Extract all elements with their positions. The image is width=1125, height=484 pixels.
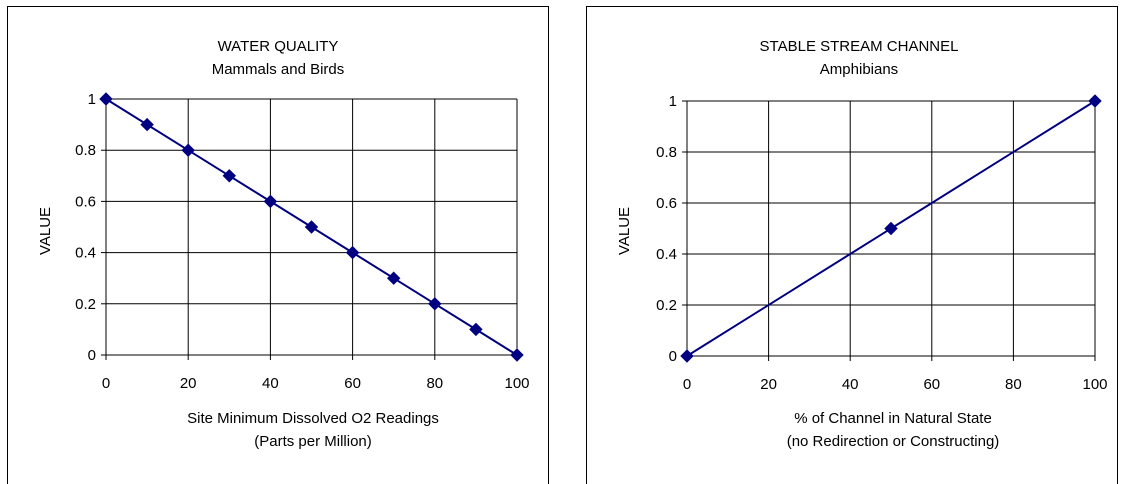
data-point-marker — [181, 143, 195, 157]
data-point-marker — [304, 220, 319, 234]
x-tick-label: 0 — [102, 375, 110, 392]
y-tick-label: 1 — [88, 91, 96, 108]
y-tick-label: 0.6 — [75, 193, 96, 210]
x-axis-label-units: (no Redirection or Constructing) — [787, 433, 1000, 450]
data-point-marker — [386, 271, 401, 285]
gridlines — [101, 98, 518, 360]
y-tick-label: 1 — [669, 93, 677, 110]
chart-subtitle: Amphibians — [820, 61, 898, 78]
data-point-marker — [263, 194, 278, 209]
data-point-marker — [884, 221, 898, 236]
x-tick-label: 40 — [842, 376, 859, 393]
x-tick-label: 80 — [426, 375, 443, 392]
data-point-marker — [1088, 94, 1102, 108]
data-point-marker — [428, 297, 442, 311]
y-tick-label: 0 — [88, 347, 96, 364]
x-tick-label: 100 — [1082, 376, 1107, 393]
y-tick-label: 0.6 — [656, 195, 677, 212]
y-axis-label: VALUE — [37, 207, 54, 255]
y-tick-label: 0.4 — [75, 245, 96, 262]
x-tick-label: 80 — [1005, 376, 1022, 393]
data-point-marker — [99, 92, 113, 106]
y-tick-label: 0.8 — [75, 142, 96, 159]
y-tick-label: 0.2 — [656, 297, 677, 314]
y-tick-label: 0 — [669, 348, 677, 365]
water-quality-chart: WATER QUALITY Mammals and Birds VALUE Si… — [7, 6, 549, 484]
data-point-marker — [680, 349, 694, 363]
x-tick-label: 40 — [262, 375, 279, 392]
y-tick-label: 0.2 — [75, 296, 96, 313]
x-tick-label: 20 — [760, 376, 777, 393]
x-tick-label: 20 — [180, 375, 197, 392]
stable-stream-channel-chart: STABLE STREAM CHANNEL Amphibians VALUE %… — [586, 6, 1118, 484]
x-tick-label: 60 — [923, 376, 940, 393]
chart-subtitle: Mammals and Birds — [212, 61, 345, 78]
x-tick-label: 60 — [344, 375, 361, 392]
stable-stream-channel-chart-svg: STABLE STREAM CHANNEL Amphibians VALUE %… — [616, 38, 1108, 450]
y-tick-label: 0.8 — [656, 144, 677, 161]
data-point-marker — [140, 117, 154, 132]
data-point-marker — [345, 245, 360, 260]
x-axis-label: % of Channel in Natural State — [794, 410, 992, 427]
data-point-marker — [510, 348, 524, 362]
x-tick-label: 0 — [683, 376, 691, 393]
chart-title: WATER QUALITY — [218, 38, 339, 55]
y-tick-label: 0.4 — [656, 246, 677, 263]
gridlines — [682, 100, 1096, 361]
x-axis-label-units: (Parts per Million) — [254, 433, 372, 450]
x-axis-label: Site Minimum Dissolved O2 Readings — [187, 410, 439, 427]
data-point-marker — [222, 169, 237, 183]
chart-title: STABLE STREAM CHANNEL — [760, 38, 959, 55]
data-point-marker — [469, 322, 483, 337]
x-tick-label: 100 — [504, 375, 529, 392]
water-quality-chart-svg: WATER QUALITY Mammals and Birds VALUE Si… — [37, 38, 530, 450]
y-axis-label: VALUE — [616, 207, 633, 255]
